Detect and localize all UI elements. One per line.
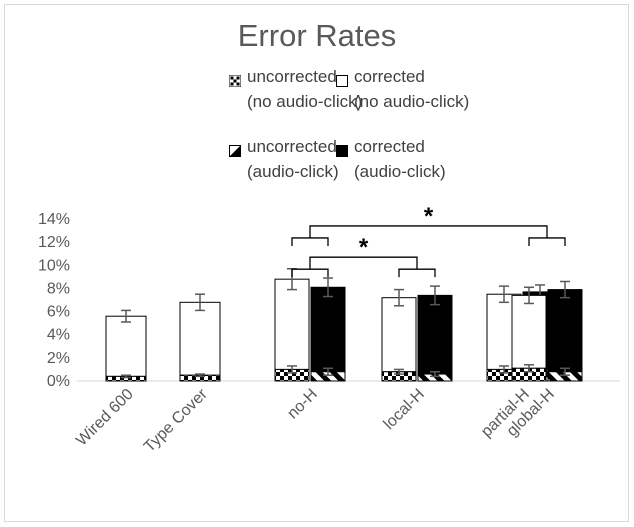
significance-bracket-left bbox=[291, 268, 329, 278]
y-tick-label: 12% bbox=[38, 234, 70, 251]
y-tick-label: 0% bbox=[47, 373, 70, 390]
x-tick-label: Type Cover bbox=[141, 385, 211, 455]
significance-bracket-main bbox=[309, 225, 548, 238]
bar-corrected-local-h-noclick bbox=[381, 297, 417, 373]
y-tick-label: 10% bbox=[38, 257, 70, 274]
legend-item-corrected-click: corrected (audio-click) bbox=[336, 134, 496, 184]
x-tick-label: local-H bbox=[381, 386, 428, 433]
x-tick-label: no-H bbox=[284, 386, 321, 423]
y-tick-label: 14% bbox=[38, 211, 70, 228]
chart-title: Error Rates bbox=[237, 18, 397, 53]
legend-label: corrected (audio-click) bbox=[354, 137, 446, 181]
significance-star: * bbox=[359, 234, 369, 261]
bar-corrected-no-h-noclick bbox=[274, 278, 310, 370]
significance-bracket-main bbox=[309, 256, 418, 270]
legend-item-uncorrected-click: uncorrected (audio-click) bbox=[229, 134, 349, 184]
bar-corrected-local-h-click bbox=[417, 294, 453, 375]
chart-frame bbox=[4, 4, 629, 522]
significance-bracket-right bbox=[398, 268, 436, 278]
significance-bracket-right bbox=[528, 237, 566, 246]
bar-corrected-global-h-noclick bbox=[511, 294, 547, 369]
white-swatch-icon bbox=[336, 69, 348, 87]
x-tick-label: Wired 600 bbox=[73, 386, 137, 450]
legend-item-corrected-no-click: corrected (no audio-click) bbox=[336, 64, 496, 114]
diagonal-swatch-icon bbox=[229, 139, 241, 157]
legend-label: uncorrected (audio-click) bbox=[247, 137, 339, 181]
y-tick-label: 8% bbox=[47, 280, 70, 297]
bar-corrected-no-h-click bbox=[310, 286, 346, 373]
legend-label: uncorrected (no audio-click) bbox=[247, 67, 363, 111]
bar-corrected-global-h-click bbox=[547, 289, 583, 373]
y-tick-label: 4% bbox=[47, 327, 70, 344]
significance-bracket-left bbox=[291, 237, 329, 246]
legend-label: corrected (no audio-click) bbox=[354, 67, 470, 111]
significance-star: * bbox=[424, 203, 434, 230]
legend-item-uncorrected-no-click: uncorrected (no audio-click) bbox=[228, 64, 362, 114]
bar-corrected-wired-600-noclick bbox=[105, 315, 147, 377]
black-swatch-icon bbox=[336, 139, 348, 157]
y-tick-label: 6% bbox=[47, 304, 70, 321]
bar-corrected-type-cover-noclick bbox=[179, 301, 221, 376]
y-tick-label: 2% bbox=[47, 350, 70, 367]
